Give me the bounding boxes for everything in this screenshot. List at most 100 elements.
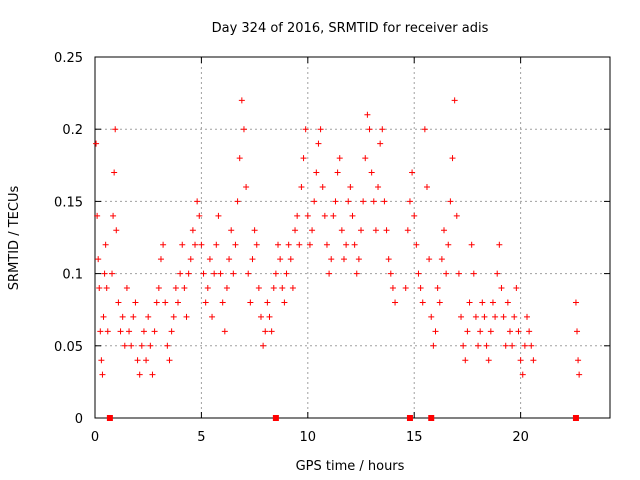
data-point (136, 371, 143, 378)
x-tick-label: 20 (512, 430, 529, 445)
data-point (113, 227, 120, 234)
data-point (475, 342, 482, 349)
data-point (323, 241, 330, 248)
data-point (170, 313, 177, 320)
data-point (243, 183, 250, 190)
data-point (468, 241, 475, 248)
data-point (119, 313, 126, 320)
data-point (432, 328, 439, 335)
data-point (370, 198, 377, 205)
data-point (411, 212, 418, 219)
y-tick-labels: 0 0.05 0.1 0.15 0.2 0.25 (54, 51, 83, 427)
data-point (334, 169, 341, 176)
data-point (389, 285, 396, 292)
data-point (187, 256, 194, 263)
data-point (98, 357, 105, 364)
data-point (145, 313, 152, 320)
data-point (368, 169, 375, 176)
data-point (387, 270, 394, 277)
data-point (143, 357, 150, 364)
data-point (302, 126, 309, 133)
data-point (149, 371, 156, 378)
data-point (409, 169, 416, 176)
data-point (238, 97, 245, 104)
data-point (174, 299, 181, 306)
data-point (504, 299, 511, 306)
data-point (517, 357, 524, 364)
data-point (172, 285, 179, 292)
y-tick-label: 0.15 (54, 195, 83, 210)
data-point (528, 342, 535, 349)
data-point (502, 342, 509, 349)
plot-frame (94, 56, 611, 419)
data-point (404, 227, 411, 234)
data-point (362, 155, 369, 162)
data-point (381, 198, 388, 205)
data-point (126, 328, 133, 335)
data-point (99, 371, 106, 378)
data-point (262, 328, 269, 335)
data-point (153, 299, 160, 306)
data-point (268, 328, 275, 335)
data-point (340, 256, 347, 263)
zero-marker (572, 415, 579, 421)
data-point (430, 342, 437, 349)
data-point (515, 328, 522, 335)
data-point (455, 270, 462, 277)
data-point (213, 241, 220, 248)
zero-marker (272, 415, 279, 421)
y-tick-label: 0.05 (54, 340, 83, 355)
zero-marker (428, 415, 435, 421)
data-point (336, 155, 343, 162)
data-point (364, 111, 371, 118)
data-point (240, 126, 247, 133)
x-tick-label: 15 (406, 430, 423, 445)
data-point (464, 328, 471, 335)
y-tick-label: 0 (75, 412, 83, 427)
data-point (132, 299, 139, 306)
data-point (298, 183, 305, 190)
data-point (257, 313, 264, 320)
data-point (317, 126, 324, 133)
data-point (204, 285, 211, 292)
data-point (272, 270, 279, 277)
data-point (294, 212, 301, 219)
data-point (509, 342, 516, 349)
data-point (95, 256, 102, 263)
data-point (434, 285, 441, 292)
data-point (526, 328, 533, 335)
data-point (185, 270, 192, 277)
data-point (513, 285, 520, 292)
ticks (94, 56, 610, 419)
y-tick-label: 0.2 (62, 123, 83, 138)
data-point (366, 126, 373, 133)
data-point (377, 140, 384, 147)
data-point (345, 198, 352, 205)
data-point (441, 227, 448, 234)
data-point (521, 342, 528, 349)
data-point (332, 198, 339, 205)
data-point (406, 198, 413, 205)
x-tick-label: 5 (197, 430, 205, 445)
data-point (500, 313, 507, 320)
data-point (443, 270, 450, 277)
data-point (292, 227, 299, 234)
data-point (112, 126, 119, 133)
data-point (449, 155, 456, 162)
data-point (574, 328, 581, 335)
data-point (438, 256, 445, 263)
data-point (458, 313, 465, 320)
data-point (194, 198, 201, 205)
data-point (572, 299, 579, 306)
data-point (428, 313, 435, 320)
data-point (315, 140, 322, 147)
data-point (355, 256, 362, 263)
data-point (140, 328, 147, 335)
data-point (472, 313, 479, 320)
data-point (232, 241, 239, 248)
chart-title: Day 324 of 2016, SRMTID for receiver adi… (212, 21, 489, 36)
data-point (451, 97, 458, 104)
data-point (277, 256, 284, 263)
data-point (445, 241, 452, 248)
data-point (151, 328, 158, 335)
